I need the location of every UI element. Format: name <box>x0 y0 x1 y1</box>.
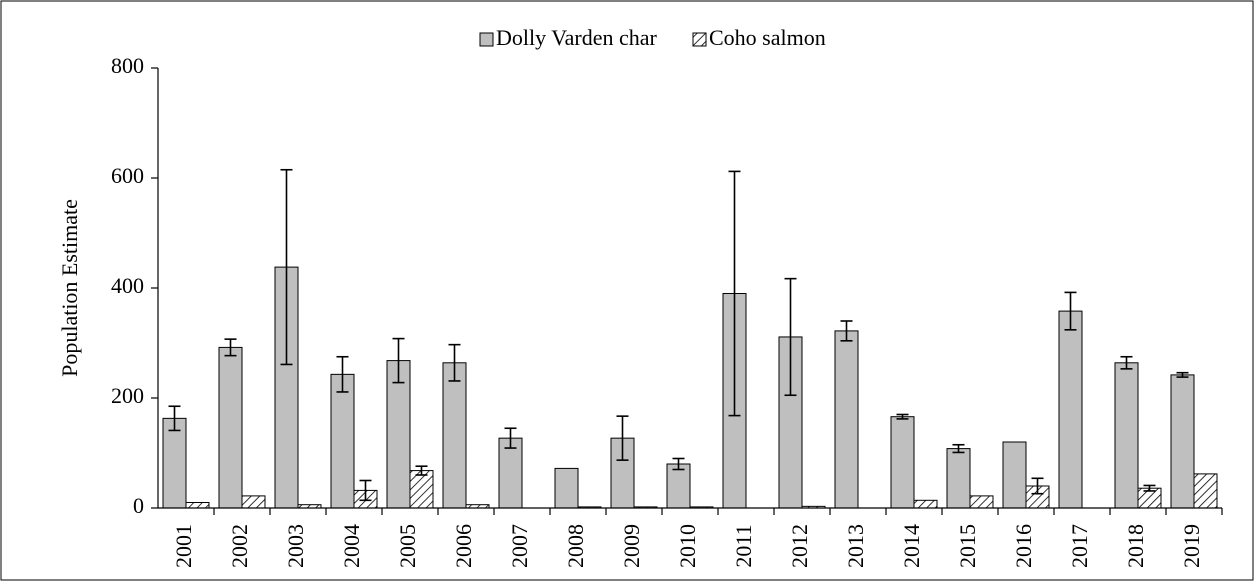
error-bar <box>392 337 405 384</box>
x-tick-label: 2010 <box>675 524 700 568</box>
error-bar <box>1120 355 1133 370</box>
bar <box>409 470 434 509</box>
x-tick-label: 2015 <box>955 524 980 568</box>
y-axis-label: Population Estimate <box>57 199 82 377</box>
bar <box>218 346 243 509</box>
error-bar <box>359 479 372 502</box>
bar <box>1170 374 1195 509</box>
error-bar <box>896 413 909 420</box>
y-tick-label: 800 <box>111 53 144 78</box>
bar <box>330 373 355 509</box>
x-tick-label: 2017 <box>1067 524 1092 568</box>
error-bar <box>840 320 853 342</box>
bar <box>442 362 467 509</box>
x-tick-label: 2003 <box>283 524 308 568</box>
error-bar <box>280 168 293 366</box>
y-tick-label: 200 <box>111 383 144 408</box>
error-bar <box>504 427 517 449</box>
x-tick-label: 2004 <box>339 524 364 568</box>
bar <box>666 463 691 509</box>
x-tick-label: 2008 <box>563 524 588 568</box>
bar <box>890 416 915 509</box>
x-tick-label: 2016 <box>1011 524 1036 568</box>
error-bar <box>415 465 428 476</box>
x-tick-label: 2013 <box>843 524 868 568</box>
error-bar <box>952 443 965 454</box>
error-bar <box>168 405 181 432</box>
legend-swatch <box>479 32 494 47</box>
error-bar <box>616 415 629 461</box>
error-bar <box>448 343 461 382</box>
bar <box>1058 310 1083 509</box>
bar <box>913 499 938 509</box>
legend-swatch <box>692 32 707 47</box>
bar <box>554 467 579 509</box>
bar <box>1114 362 1139 509</box>
error-bar <box>1143 484 1156 492</box>
x-tick-label: 2012 <box>787 524 812 568</box>
x-tick-label: 2011 <box>731 524 756 567</box>
error-bar <box>1031 477 1044 495</box>
y-tick-label: 400 <box>111 273 144 298</box>
error-bar <box>784 277 797 397</box>
error-bar <box>224 338 237 357</box>
bar <box>1002 441 1027 509</box>
bar <box>946 448 971 509</box>
bar <box>969 495 994 509</box>
x-tick-label: 2006 <box>451 524 476 568</box>
y-tick-label: 600 <box>111 163 144 188</box>
error-bar <box>1176 371 1189 378</box>
error-bar <box>728 170 741 417</box>
x-tick-label: 2018 <box>1123 524 1148 568</box>
bar <box>241 495 266 509</box>
y-tick-label: 0 <box>133 493 144 518</box>
x-tick-label: 2002 <box>227 524 252 568</box>
bar <box>834 330 859 509</box>
error-bar <box>1064 291 1077 331</box>
x-tick-label: 2007 <box>507 524 532 568</box>
legend-label: Coho salmon <box>709 25 826 50</box>
x-tick-label: 2014 <box>899 524 924 568</box>
error-bar <box>336 355 349 393</box>
x-tick-label: 2005 <box>395 524 420 568</box>
bar <box>1193 473 1218 509</box>
x-tick-label: 2001 <box>171 524 196 568</box>
x-tick-label: 2019 <box>1179 524 1204 568</box>
bar <box>185 502 210 509</box>
error-bar <box>672 457 685 471</box>
bar <box>162 417 187 509</box>
x-tick-label: 2009 <box>619 524 644 568</box>
legend-label: Dolly Varden char <box>496 25 658 50</box>
